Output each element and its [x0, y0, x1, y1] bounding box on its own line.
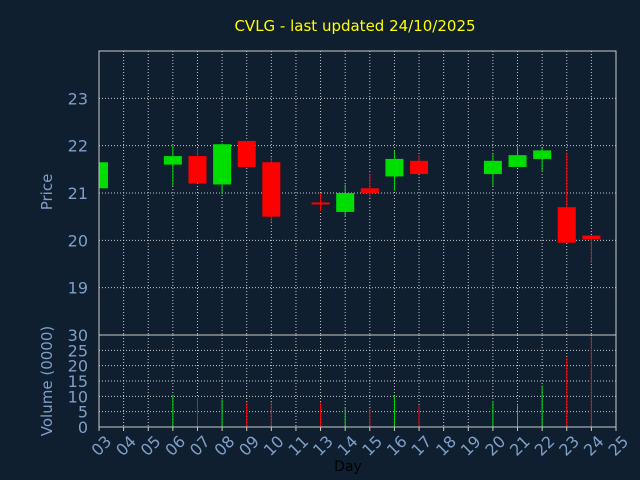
price-tick-label: 19	[68, 279, 88, 298]
volume-tick-label: 20	[68, 357, 88, 376]
x-tick-label: 08	[211, 432, 239, 460]
volume-tick-label: 5	[78, 403, 88, 422]
candle-body	[237, 140, 256, 167]
volume-grid	[99, 335, 616, 427]
x-axis-label: Day	[334, 459, 362, 475]
price-tick-label: 20	[68, 231, 88, 250]
x-tick-label: 11	[284, 432, 312, 460]
candle-body	[99, 162, 108, 189]
x-tick-label: 09	[235, 432, 263, 460]
x-tick-labels: 0304050607080910111314151617181920212223…	[87, 427, 632, 460]
volume-tick-label: 0	[78, 418, 88, 437]
x-tick-label: 23	[555, 432, 583, 460]
x-tick-label: 13	[309, 432, 337, 460]
volume-axis-label: Volume (0000)	[38, 326, 56, 436]
price-grid	[99, 51, 616, 335]
price-tick-labels: 19 20 21 22 23	[68, 89, 88, 297]
candle-body	[533, 150, 552, 159]
x-tick-label: 04	[112, 432, 140, 460]
x-tick-label: 25	[604, 432, 632, 460]
x-tick-label: 06	[161, 432, 189, 460]
candle-body	[163, 156, 182, 165]
volume-tick-label: 10	[68, 387, 88, 406]
candle-body	[311, 202, 330, 205]
candle-body	[385, 158, 404, 177]
candle-body	[188, 156, 207, 184]
candle-body	[213, 144, 232, 185]
x-tick-label: 07	[186, 432, 214, 460]
candle-body	[483, 160, 502, 175]
candle-body	[508, 155, 527, 167]
x-tick-label: 24	[580, 432, 608, 460]
x-tick-label: 20	[481, 432, 509, 460]
candle-body	[262, 162, 281, 217]
volume-tick-label: 30	[68, 326, 88, 345]
x-tick-label: 14	[334, 432, 362, 460]
x-tick-label: 15	[358, 432, 386, 460]
volume-bars	[172, 336, 592, 427]
x-tick-label: 16	[383, 432, 411, 460]
x-tick-label: 10	[260, 432, 288, 460]
x-tick-label: 21	[506, 432, 534, 460]
candle-body	[557, 207, 576, 243]
chart-title: CVLG - last updated 24/10/2025	[234, 17, 475, 35]
panel-frames	[98, 50, 617, 428]
price-axis-label: Price	[38, 174, 56, 211]
x-tick-label: 18	[432, 432, 460, 460]
candle-body	[360, 188, 379, 193]
x-tick-label: 17	[408, 432, 436, 460]
candle-body	[582, 235, 601, 240]
volume-panel-frame	[98, 334, 617, 428]
price-tick-label: 22	[68, 137, 88, 156]
candlesticks	[98, 140, 601, 264]
x-tick-label: 05	[137, 432, 165, 460]
x-tick-label: 22	[531, 432, 559, 460]
candle-body	[336, 193, 355, 212]
x-tick-label: 03	[87, 432, 115, 460]
volume-tick-label: 25	[68, 341, 88, 360]
volume-tick-label: 15	[68, 372, 88, 391]
candle-body	[410, 160, 429, 175]
price-tick-label: 21	[68, 184, 88, 203]
x-tick-label: 19	[457, 432, 485, 460]
price-tick-label: 23	[68, 89, 88, 108]
